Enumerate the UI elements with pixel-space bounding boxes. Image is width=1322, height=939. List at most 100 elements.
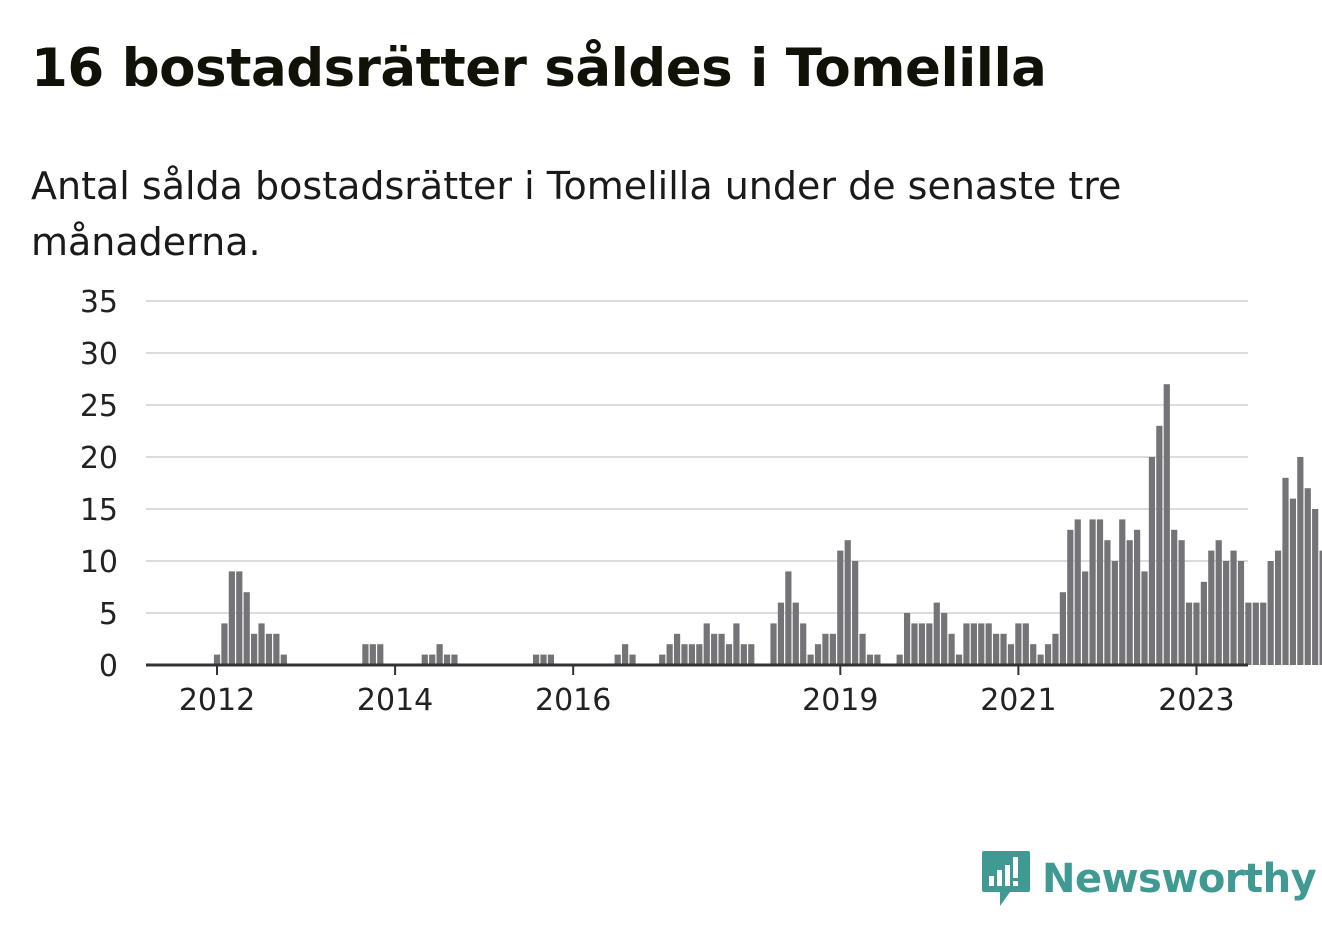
bar [1215,540,1222,665]
bar [1319,550,1322,665]
bar [970,623,977,665]
y-tick-label: 0 [99,649,118,684]
bar [1044,644,1052,665]
bar [243,592,250,665]
bar [1067,529,1074,665]
x-tick-label: 2016 [535,683,611,718]
bar [369,644,376,665]
bar [903,613,911,665]
bar [933,602,940,665]
x-tick-label: 2021 [980,683,1056,718]
bar [1252,602,1259,665]
newsworthy-logo-icon [982,851,1030,906]
bar [1059,592,1066,665]
x-tick-label: 2012 [179,683,255,718]
bar [1267,561,1274,665]
bar [1082,571,1089,665]
bar [1230,550,1237,665]
bar [770,623,777,665]
bar [1223,561,1230,665]
bar [896,654,903,665]
bar [1007,644,1015,665]
bar [748,644,755,665]
bar [1289,498,1297,665]
bar [696,644,703,665]
bar [236,571,243,665]
bar [547,654,555,665]
bar [1052,633,1059,665]
bar [629,654,636,665]
bar [777,602,785,665]
bar [1237,561,1245,665]
bar [436,644,443,665]
bar [1119,519,1126,665]
bar [429,654,436,665]
bar [258,623,265,665]
bar [1134,529,1141,665]
newsworthy-logo: Newsworthy [980,848,1317,910]
bar [213,654,221,665]
bar [718,633,725,665]
bar [1171,529,1178,665]
bar [1111,561,1118,665]
bar [1282,477,1289,665]
bar [829,633,836,665]
bar [740,644,747,665]
bar [1015,623,1022,665]
bar [377,644,384,665]
bar [814,644,822,665]
bar [1200,581,1207,665]
bar [1163,384,1170,665]
bar [785,571,792,665]
y-tick-label: 20 [80,441,118,476]
bar [1193,602,1200,665]
bar [1260,602,1267,665]
y-tick-label: 35 [80,285,118,320]
bar [681,644,688,665]
bar [852,561,859,665]
brand-name: Newsworthy [1042,856,1317,902]
bar [985,623,992,665]
y-tick-label: 25 [80,389,118,424]
bar [703,623,710,665]
bar [1030,644,1037,665]
bar [273,633,280,665]
bar [1022,623,1029,665]
bar [837,550,844,665]
y-tick-label: 15 [80,493,118,528]
bar [963,623,970,665]
bar [622,644,629,665]
bar [666,644,673,665]
bar [265,633,273,665]
bar [228,571,235,665]
bar [1185,602,1193,665]
bar [993,633,1000,665]
bar [948,633,955,665]
bar [1104,540,1111,665]
y-tick-label: 10 [80,545,118,580]
bar [221,623,228,665]
bar-chart: 0510152025303520122014201620192021202320… [80,285,1322,718]
bar [918,623,926,665]
bar [1208,550,1215,665]
bar [1037,654,1044,665]
bar [725,644,733,665]
bar [955,654,963,665]
bar [711,633,718,665]
bar [874,654,881,665]
y-tick-label: 30 [80,337,118,372]
bar [532,654,540,665]
bar [1274,550,1282,665]
bar [673,633,681,665]
bar [280,654,287,665]
bar [688,644,695,665]
x-tick-label: 2023 [1158,683,1234,718]
bar [978,623,985,665]
bar [1096,519,1104,665]
bar [421,654,428,665]
chart-title: 16 bostadsrätter såldes i Tomelilla [31,38,1047,99]
bar [451,654,458,665]
bar [540,654,547,665]
bar [844,540,851,665]
bar [1148,457,1156,665]
